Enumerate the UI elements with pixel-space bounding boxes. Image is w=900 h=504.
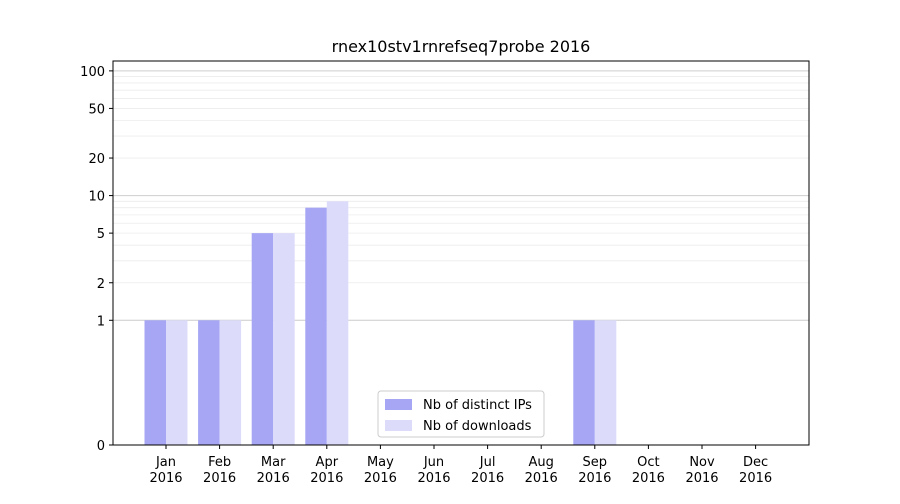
x-tick-label: Jun 2016 xyxy=(417,455,450,486)
y-tick-label: 10 xyxy=(88,190,105,205)
y-tick-label: 5 xyxy=(97,227,105,242)
chart-title: rnex10stv1rnrefseq7probe 2016 xyxy=(332,37,591,56)
bar xyxy=(326,201,349,445)
legend-label: Nb of distinct IPs xyxy=(423,398,532,413)
y-tick-label: 20 xyxy=(88,152,105,167)
bar xyxy=(573,320,595,445)
y-tick-label: 0 xyxy=(97,439,105,454)
x-tick-label: Aug 2016 xyxy=(525,455,558,486)
legend-swatch xyxy=(385,399,412,410)
x-tick-label: Jul 2016 xyxy=(471,455,504,486)
bar xyxy=(273,233,295,445)
axes: 0 1 2 5 10 20 50 100 Jan 2016 Feb 2016 Mar 2016 Apr 201… xyxy=(80,60,810,486)
x-tick-label: Apr 2016 xyxy=(310,455,343,486)
x-tick-label: Dec 2016 xyxy=(739,455,772,486)
legend: Nb of distinct IPs Nb of downloads xyxy=(377,390,545,438)
bar xyxy=(594,320,617,445)
x-tick-label: Jan 2016 xyxy=(149,455,182,486)
x-tick-label: Nov 2016 xyxy=(685,455,718,486)
bars xyxy=(144,201,617,445)
bar xyxy=(251,233,274,445)
legend-label: Nb of downloads xyxy=(423,419,532,434)
bar xyxy=(305,207,327,445)
grid-lines xyxy=(113,70,809,321)
y-tick-label: 1 xyxy=(97,314,105,329)
y-tick-label: 100 xyxy=(80,65,105,80)
x-tick-label: Feb 2016 xyxy=(203,455,236,486)
x-tick-label: Oct 2016 xyxy=(632,455,665,486)
bar xyxy=(166,320,188,445)
plot-frame xyxy=(112,60,810,446)
x-tick-label: May 2016 xyxy=(364,455,397,486)
x-tick-label: Sep 2016 xyxy=(578,455,611,486)
y-tick-label: 50 xyxy=(88,102,105,117)
bar xyxy=(144,320,166,445)
legend-box xyxy=(377,390,545,438)
legend-swatch xyxy=(385,420,412,431)
x-tick-label: Mar 2016 xyxy=(257,455,290,486)
bar xyxy=(219,320,242,445)
bar xyxy=(198,320,220,445)
y-tick-label: 2 xyxy=(97,277,105,292)
